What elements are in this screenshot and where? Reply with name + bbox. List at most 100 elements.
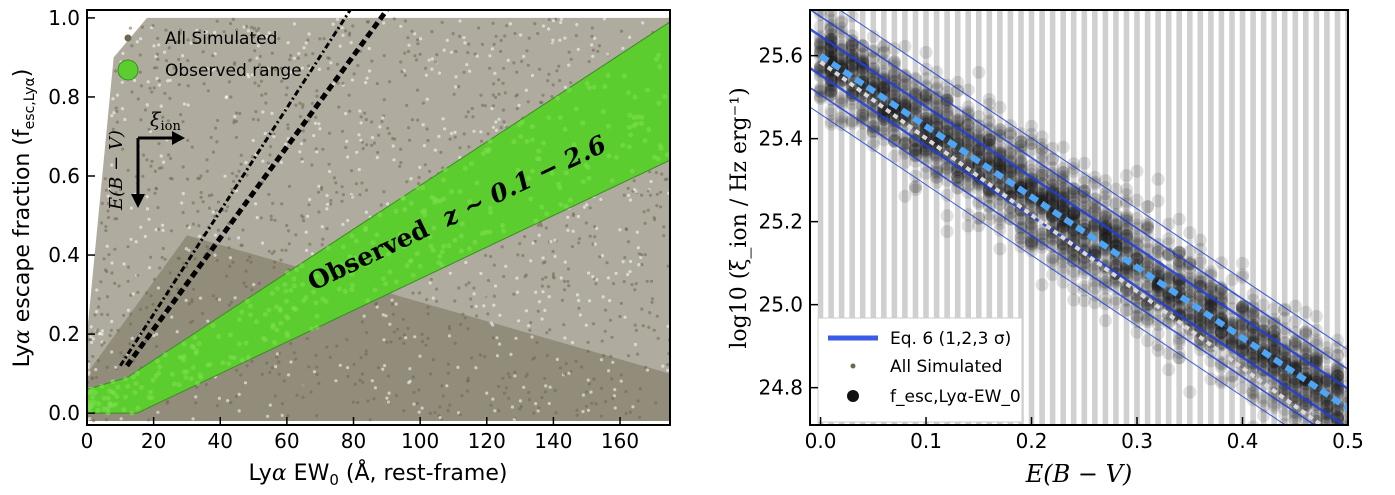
observed-point [228,332,233,338]
fesc-ew0-point [909,85,922,99]
simulated-point [530,335,534,339]
fesc-ew0-point [1025,220,1038,234]
observed-point [549,170,555,176]
observed-point [273,304,279,310]
legend-label-observed: Observed range [165,61,302,81]
simulated-point [591,322,596,326]
simulated-point [372,397,376,401]
fesc-ew0-point [1309,364,1323,378]
fesc-ew0-point [866,139,880,152]
observed-point [236,341,242,347]
simulated-point [213,233,218,237]
simulated-point [388,80,392,84]
simulated-point [206,319,210,323]
fesc-ew0-point [1067,181,1081,195]
simulated-point [559,20,563,25]
fesc-ew0-point [940,225,954,238]
simulated-point [257,32,261,36]
simulated-point [540,317,544,321]
simulated-point [601,295,605,299]
fesc-ew0-point [1309,350,1323,364]
fesc-ew0-point [1309,333,1323,347]
fesc-ew0-point [961,118,975,132]
simulated-point [491,125,496,129]
simulated-point [428,281,432,285]
fesc-ew0-point [982,105,996,119]
simulated-point [177,39,181,43]
fesc-ew0-point [1278,382,1292,396]
simulated-point [402,341,406,345]
simulated-point [576,47,580,52]
simulated-point [587,59,591,64]
simulated-point [527,390,531,394]
simulated-point [332,176,336,180]
fesc-ew0-point [898,97,912,111]
simulated-point [327,162,331,166]
simulated-point [277,360,281,364]
simulated-point [426,138,430,143]
observed-point [254,319,259,325]
fesc-ew0-point [877,81,891,95]
simulated-point [287,242,291,246]
observed-point [195,380,200,386]
fesc-ew0-point [1204,294,1218,307]
simulated-point [205,169,209,173]
fesc-ew0-point [898,69,912,83]
fesc-ew0-point [972,197,986,211]
fesc-ew0-point [1025,239,1038,253]
simulated-point [233,296,237,300]
fesc-ew0-point [1309,353,1323,367]
fesc-ew0-point [993,146,1007,159]
simulated-point [540,284,544,288]
fesc-ew0-point [1309,387,1323,401]
simulated-point [143,108,148,112]
simulated-point [382,54,386,58]
simulated-point [531,357,535,361]
simulated-point [157,43,161,47]
simulated-point [298,150,302,154]
simulated-point [335,190,339,194]
simulated-point [479,139,484,143]
right-chart: Eq. 6 (1,2,3 σ) All Simulated f_esc,Lyα-… [727,9,1364,488]
observed-point [449,189,455,195]
simulated-point [181,120,185,124]
simulated-point [230,188,234,192]
simulated-point [553,388,557,393]
right-x-tick-label: 0.5 [1332,429,1364,453]
fesc-ew0-point [961,219,975,233]
observed-point [656,52,662,58]
simulated-point [267,249,271,253]
observed-point [635,114,641,120]
fesc-ew0-point [951,117,965,131]
fesc-ew0-point [1120,210,1133,224]
fesc-ew0-point [1130,193,1144,207]
simulated-point [256,44,260,48]
simulated-point [297,52,301,56]
fesc-ew0-point [898,68,912,82]
simulated-point [163,50,167,54]
fesc-ew0-point [1288,335,1302,348]
fesc-ew0-point [972,181,986,195]
fesc-ew0-point [1257,335,1271,349]
simulated-point [130,336,134,340]
observed-point [573,106,579,112]
observed-point [586,85,592,91]
fesc-ew0-point [814,10,827,18]
fesc-ew0-point [835,115,849,129]
fesc-ew0-point [845,39,859,53]
fesc-ew0-point [1077,184,1091,198]
observed-point [428,243,434,249]
simulated-point [205,158,209,162]
simulated-point [448,271,452,275]
observed-point [639,114,645,120]
simulated-point [110,114,114,118]
fesc-ew0-point [1109,273,1123,287]
simulated-point [136,290,140,294]
fesc-ew0-point [1214,305,1228,319]
simulated-point [359,138,363,142]
fesc-ew0-point [1257,354,1271,368]
simulated-point [644,365,648,369]
observed-point [284,298,289,304]
simulated-point [114,191,118,195]
simulated-point [413,32,417,36]
